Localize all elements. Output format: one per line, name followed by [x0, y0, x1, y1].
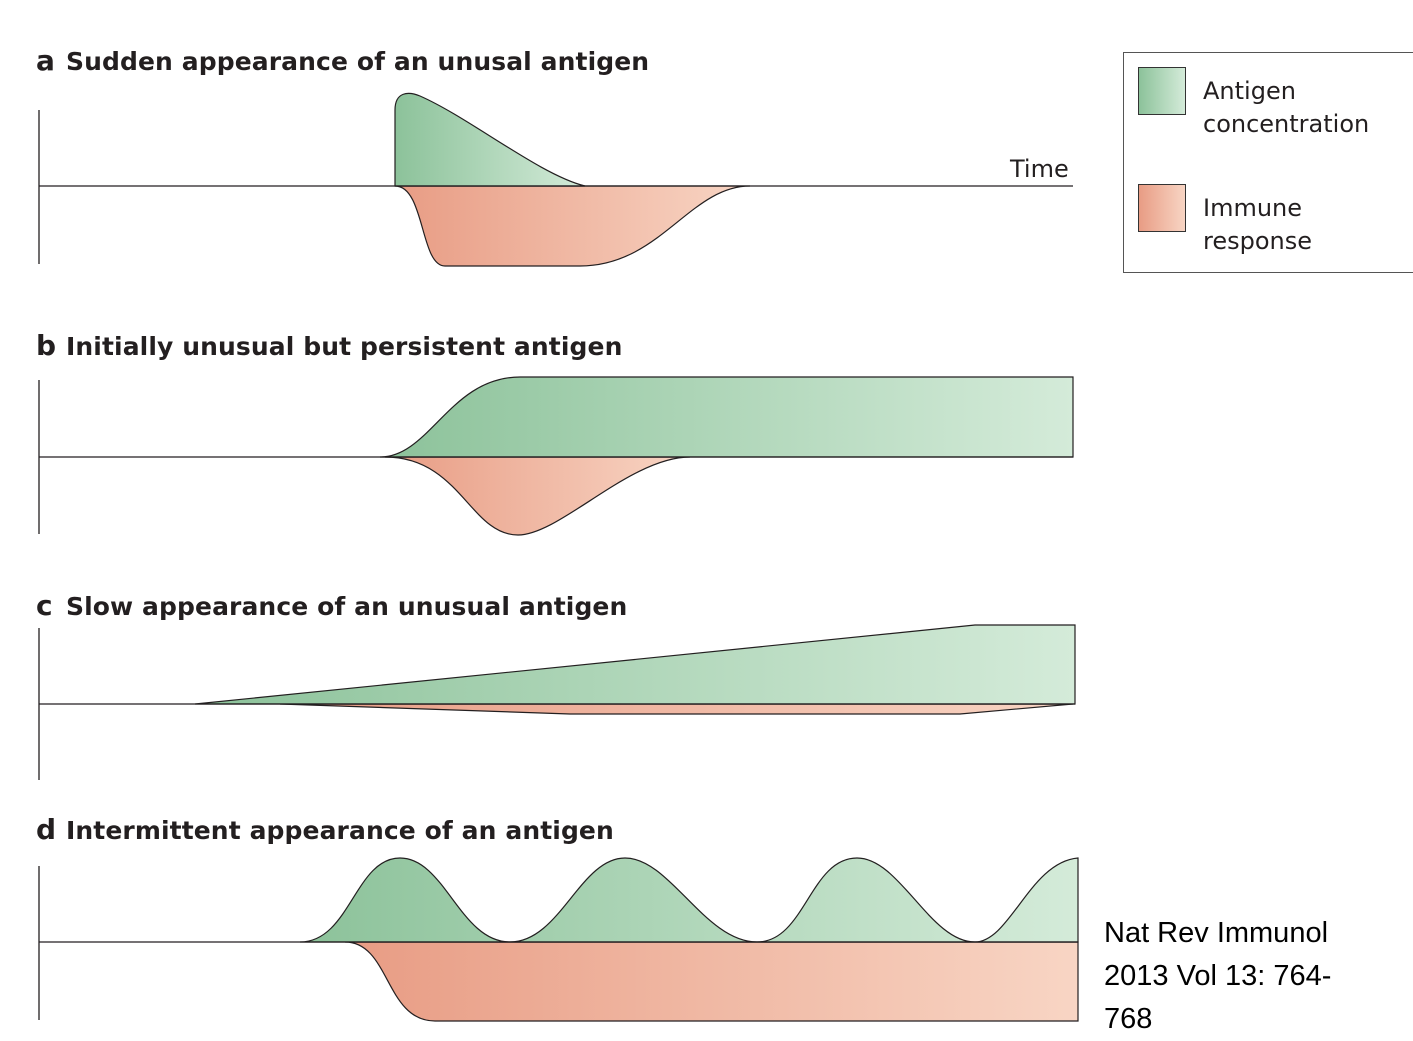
- panel-b-plot: [38, 376, 1074, 536]
- panel-b-title-text: Initially unusual but persistent antigen: [66, 332, 623, 361]
- panel-a-plot: [38, 92, 1073, 267]
- panel-d-letter: d: [36, 813, 57, 846]
- panel-a-antigen-curve: [394, 92, 586, 187]
- citation: Nat Rev Immunol 2013 Vol 13: 764- 768: [1104, 912, 1331, 1041]
- panel-b-antigen-curve: [379, 376, 1074, 458]
- panel-c-plot: [38, 624, 1076, 780]
- panel-b-letter: b: [36, 329, 57, 362]
- panel-b-immune-response-curve: [384, 456, 691, 536]
- legend-antigen-line2: concentration: [1203, 110, 1370, 138]
- panel-d-title: d Intermittent appearance of an antigen: [36, 813, 614, 846]
- citation-line3: 768: [1104, 1003, 1153, 1035]
- panel-c-title-text: Slow appearance of an unusual antigen: [66, 592, 628, 621]
- legend: Antigen concentration Immune response: [1123, 52, 1413, 273]
- legend-immune-swatch: [1138, 184, 1186, 232]
- citation-line2: 2013 Vol 13: 764-: [1104, 960, 1332, 992]
- time-axis-label: Time: [1010, 155, 1069, 183]
- legend-antigen-label: Antigen concentration: [1203, 75, 1369, 141]
- panel-a-letter: a: [36, 44, 55, 77]
- legend-immune-line2: response: [1203, 227, 1313, 255]
- panel-c-antigen-curve: [194, 624, 1076, 705]
- panel-d-antigen-curve: [299, 857, 1079, 943]
- legend-antigen-swatch: [1138, 67, 1186, 115]
- panel-d-title-text: Intermittent appearance of an antigen: [66, 816, 614, 845]
- panel-d-plot: [38, 857, 1079, 1022]
- legend-antigen-line1: Antigen: [1203, 77, 1296, 105]
- panel-a-title: a Sudden appearance of an unusal antigen: [36, 44, 649, 77]
- panel-b-title: b Initially unusual but persistent antige…: [36, 329, 622, 362]
- panel-c-title: c Slow appearance of an unusual antigen: [36, 589, 627, 622]
- panel-a-immune-response-curve: [394, 185, 751, 267]
- citation-line1: Nat Rev Immunol: [1104, 917, 1329, 949]
- panel-d-immune-response-curve: [344, 941, 1079, 1022]
- legend-immune-label: Immune response: [1203, 192, 1312, 258]
- legend-immune-line1: Immune: [1203, 194, 1303, 222]
- panel-c-letter: c: [36, 589, 53, 622]
- panel-c-immune-response-curve: [279, 703, 1074, 715]
- panel-a-title-text: Sudden appearance of an unusal antigen: [66, 47, 650, 76]
